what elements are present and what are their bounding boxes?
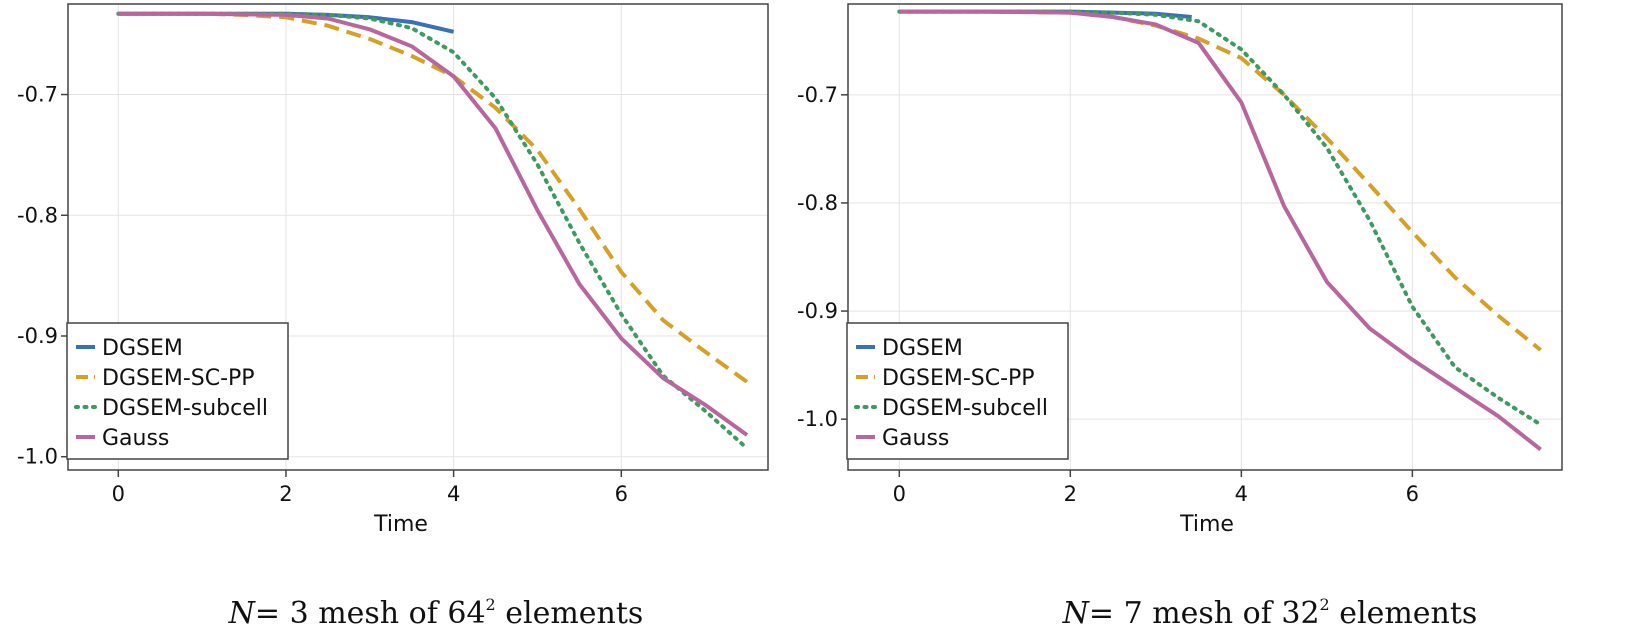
- x-tick-label: 0: [112, 482, 125, 506]
- caption-right-variable: N: [1062, 596, 1089, 631]
- caption-right-superscript: 2: [1319, 595, 1330, 614]
- y-tick-label: -0.8: [797, 191, 838, 215]
- plot-frame: [67, 3, 769, 471]
- series-line-gauss: [899, 9, 1542, 452]
- y-tick-label: -0.8: [17, 203, 58, 227]
- chart-right: 0 2 4 6 -0.7 -0.8 -0.9 -1.0 Time DGSEM DGSEM-SC-PP…: [797, 3, 1563, 537]
- y-tick-label: -0.9: [17, 324, 58, 348]
- x-tick-label: 4: [447, 482, 460, 506]
- y-tick-label: -1.0: [797, 407, 838, 431]
- x-tick-label: 6: [1406, 482, 1419, 506]
- y-tick-label: -0.9: [797, 299, 838, 323]
- legend-label: Gauss: [882, 426, 949, 451]
- caption-right-text: = 7 mesh of 32: [1088, 596, 1320, 631]
- legend-label: Gauss: [102, 426, 169, 451]
- chart-left: 0 2 4 6 -0.7 -0.8 -0.9 -1.0 Time DGSEM DGSEM-SC-PP…: [17, 3, 769, 537]
- x-axis-title: Time: [373, 512, 428, 537]
- caption-left-variable: N: [228, 596, 255, 631]
- legend-box: [846, 322, 1069, 460]
- legend-label: DGSEM-SC-PP: [102, 366, 255, 391]
- x-tick-label: 6: [615, 482, 628, 506]
- y-tick-label: -0.7: [797, 83, 838, 107]
- legend: DGSEM DGSEM-SC-PP DGSEM-subcell Gauss: [846, 322, 1069, 460]
- series-line-dgsem-sc-pp: [899, 9, 1542, 352]
- legend-label: DGSEM-subcell: [102, 396, 268, 421]
- x-tick-label: 0: [893, 482, 906, 506]
- caption-left-text: = 3 mesh of 64: [254, 596, 486, 631]
- caption-right: N= 7 mesh of 322 elements: [1062, 595, 1478, 631]
- legend-box: [66, 322, 289, 460]
- x-tick-label: 4: [1235, 482, 1248, 506]
- x-tick-label: 2: [1064, 482, 1077, 506]
- x-tick-label: 2: [279, 482, 292, 506]
- y-tick-label: -1.0: [17, 445, 58, 469]
- caption-left-superscript: 2: [485, 595, 496, 614]
- y-tick-label: -0.7: [17, 83, 58, 107]
- plot-frame: [847, 3, 1563, 471]
- legend-label: DGSEM: [882, 336, 963, 361]
- legend-label: DGSEM-SC-PP: [882, 366, 1035, 391]
- series-line-gauss: [118, 11, 749, 437]
- series-line-dgsem-subcell: [116, 11, 749, 451]
- caption-left-tail: elements: [495, 596, 644, 631]
- caption-left: N= 3 mesh of 642 elements: [228, 595, 644, 631]
- x-axis-title: Time: [1179, 512, 1234, 537]
- legend-label: DGSEM: [102, 336, 183, 361]
- legend: DGSEM DGSEM-SC-PP DGSEM-subcell Gauss: [66, 322, 289, 460]
- caption-right-tail: elements: [1329, 596, 1478, 631]
- legend-label: DGSEM-subcell: [882, 396, 1048, 421]
